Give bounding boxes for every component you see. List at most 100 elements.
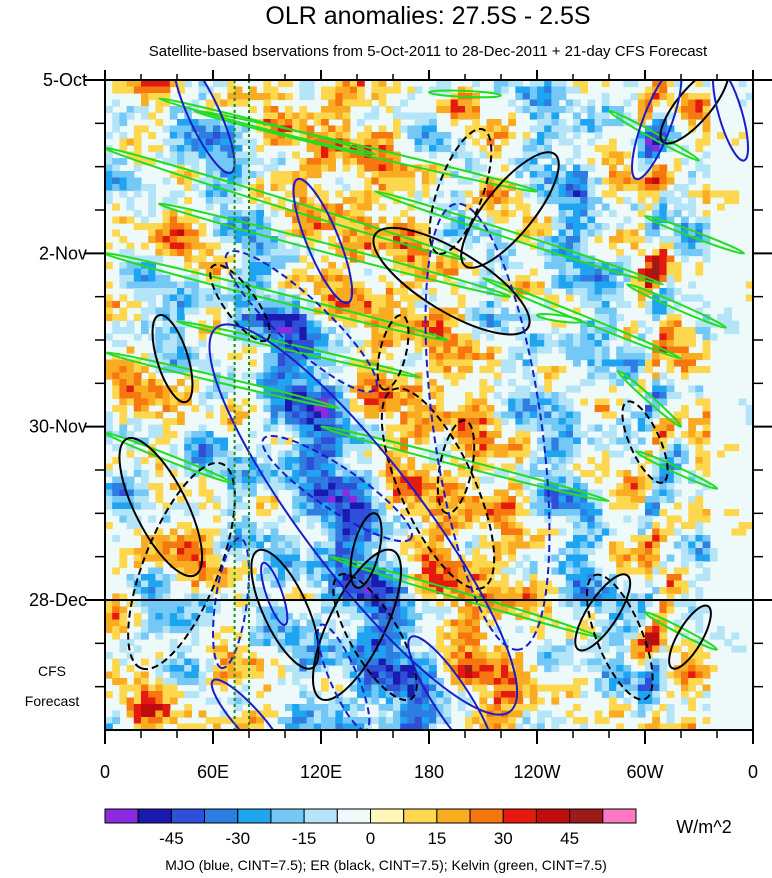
- olr-cell: [558, 203, 567, 211]
- olr-cell: [119, 606, 128, 614]
- olr-cell: [249, 171, 257, 179]
- olr-cell: [493, 424, 502, 432]
- olr-cell: [299, 320, 308, 328]
- olr-cell: [652, 528, 660, 536]
- olr-cell: [169, 307, 178, 315]
- olr-cell: [292, 470, 300, 478]
- olr-cell: [637, 197, 646, 205]
- olr-cell: [522, 333, 531, 341]
- olr-cell: [702, 210, 711, 218]
- olr-cell: [645, 223, 653, 231]
- olr-cell: [285, 424, 293, 432]
- olr-cell: [385, 470, 394, 478]
- olr-cell: [587, 320, 596, 328]
- olr-cell: [321, 606, 329, 614]
- olr-cell: [342, 346, 351, 354]
- olr-cell: [501, 249, 509, 257]
- olr-cell: [105, 106, 113, 114]
- olr-cell: [429, 359, 437, 367]
- olr-cell: [544, 645, 552, 653]
- olr-cell: [213, 125, 221, 133]
- olr-cell: [385, 314, 394, 322]
- olr-cell: [378, 177, 387, 185]
- olr-cell: [544, 151, 552, 159]
- olr-cell: [601, 145, 610, 153]
- olr-cell: [133, 496, 142, 504]
- olr-cell: [465, 450, 473, 458]
- olr-cell: [623, 418, 632, 426]
- olr-cell: [529, 80, 538, 88]
- olr-cell: [184, 151, 192, 159]
- olr-cell: [551, 236, 560, 244]
- olr-cell: [493, 613, 502, 621]
- olr-cell: [285, 470, 293, 478]
- olr-cell: [587, 645, 596, 653]
- olr-cell: [421, 177, 430, 185]
- olr-cell: [277, 229, 286, 237]
- olr-cell: [688, 112, 696, 120]
- olr-cell: [529, 392, 538, 400]
- olr-cell: [652, 496, 660, 504]
- olr-cell: [177, 561, 185, 569]
- olr-cell: [457, 366, 466, 374]
- olr-cell: [529, 151, 538, 159]
- olr-cell: [421, 541, 430, 549]
- olr-cell: [119, 613, 128, 621]
- olr-cell: [702, 535, 711, 543]
- olr-cell: [630, 626, 639, 634]
- olr-cell: [364, 535, 372, 543]
- olr-cell: [630, 548, 639, 556]
- olr-cell: [486, 418, 495, 426]
- olr-cell: [551, 619, 560, 627]
- olr-cell: [580, 483, 588, 491]
- olr-cell: [681, 450, 689, 458]
- olr-cell: [148, 353, 156, 361]
- olr-cell: [630, 652, 639, 660]
- olr-cell: [695, 431, 704, 439]
- olr-cell: [184, 216, 192, 224]
- olr-cell: [213, 437, 221, 445]
- olr-cell: [623, 99, 632, 107]
- olr-cell: [508, 353, 516, 361]
- olr-cell: [321, 327, 329, 335]
- olr-cell: [349, 385, 358, 393]
- olr-cell: [565, 216, 574, 224]
- olr-cell: [126, 496, 135, 504]
- olr-cell: [659, 385, 668, 393]
- olr-cell: [321, 145, 329, 153]
- olr-cell: [457, 567, 466, 575]
- olr-cell: [558, 509, 567, 517]
- olr-cell: [429, 320, 437, 328]
- olr-cell: [501, 138, 509, 146]
- olr-cell: [616, 151, 624, 159]
- olr-cell: [681, 359, 689, 367]
- olr-cell: [407, 418, 416, 426]
- olr-cell: [119, 418, 128, 426]
- olr-cell: [162, 515, 171, 523]
- olr-cell: [321, 652, 329, 660]
- olr-cell: [702, 184, 711, 192]
- olr-cell: [162, 392, 171, 400]
- olr-cell: [263, 639, 272, 647]
- olr-cell: [501, 125, 509, 133]
- olr-cell: [594, 275, 603, 283]
- olr-cell: [594, 359, 603, 367]
- olr-cell: [133, 437, 142, 445]
- olr-cell: [241, 93, 250, 101]
- olr-cell: [414, 281, 423, 289]
- olr-cell: [357, 132, 365, 140]
- olr-cell: [277, 567, 286, 575]
- olr-cell: [112, 327, 120, 335]
- olr-cell: [414, 554, 423, 562]
- olr-cell: [306, 242, 315, 250]
- olr-cell: [443, 210, 452, 218]
- olr-cell: [594, 346, 603, 354]
- olr-cell: [421, 132, 430, 140]
- olr-cell: [652, 509, 660, 517]
- olr-cell: [364, 496, 372, 504]
- olr-cell: [645, 171, 653, 179]
- olr-cell: [328, 262, 336, 270]
- olr-cell: [429, 132, 437, 140]
- olr-cell: [162, 658, 171, 666]
- olr-cell: [465, 346, 473, 354]
